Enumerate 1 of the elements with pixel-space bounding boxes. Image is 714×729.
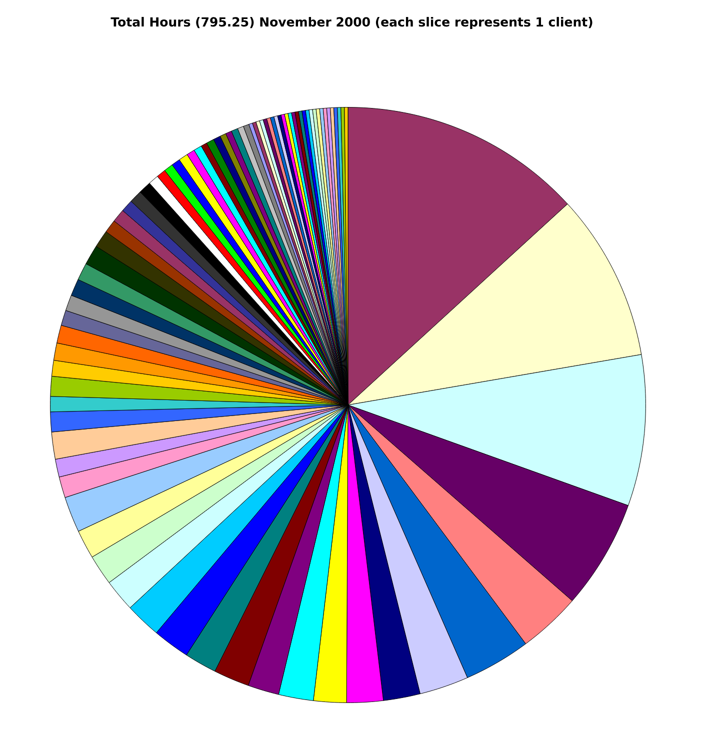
chart-title: Total Hours (795.25) November 2000 (each slice represents 1 client) [110, 16, 592, 30]
